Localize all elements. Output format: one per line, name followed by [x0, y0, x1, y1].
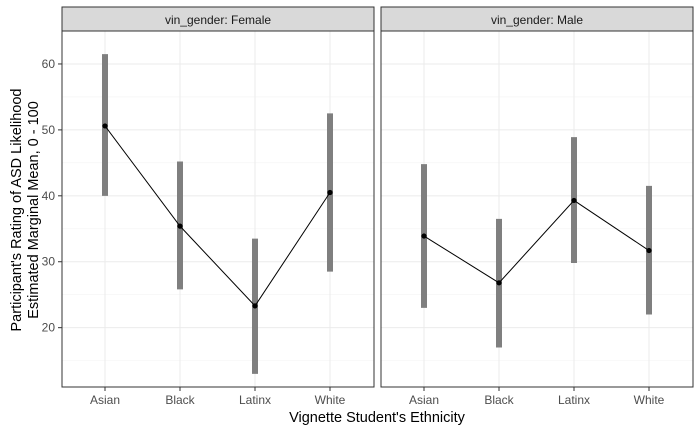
- y-tick-label: 20: [42, 321, 56, 335]
- mean-point-latinx: [252, 303, 258, 309]
- y-tick-label: 40: [42, 189, 56, 203]
- x-tick-label: Latinx: [239, 393, 271, 407]
- x-tick-label: Latinx: [558, 393, 590, 407]
- x-tick-label: White: [634, 393, 665, 407]
- panel-border: [380, 30, 694, 388]
- facet-strip: [61, 6, 375, 32]
- mean-point-asian: [421, 233, 427, 239]
- mean-point-latinx: [571, 197, 577, 204]
- panel-2: vin_gender: Male Asian Black Latinx White: [380, 6, 694, 407]
- y-tick-label: 60: [42, 57, 56, 71]
- mean-line: [104, 125, 331, 307]
- mean-point-white: [646, 247, 652, 254]
- x-tick-label: Black: [484, 393, 514, 407]
- x-tick-label: Asian: [90, 393, 120, 407]
- facet-strip-label: vin_gender: Male: [491, 13, 583, 27]
- mean-point-white: [327, 189, 333, 196]
- y-axis-title-line1: Participant's Rating of ASD Likelihood: [9, 89, 25, 332]
- y-tick-label: 50: [42, 123, 56, 137]
- mean-point-black: [496, 280, 502, 286]
- y-tick-label: 30: [42, 255, 56, 269]
- x-axis-title: Vignette Student's Ethnicity: [289, 410, 466, 426]
- mean-point-asian: [102, 123, 108, 129]
- panel-border: [61, 30, 375, 388]
- panel-1: vin_gender: Female Asian Black Latinx White: [61, 6, 375, 407]
- facet-strip-label: vin_gender: Female: [165, 13, 271, 27]
- mean-line: [423, 199, 650, 284]
- facet-strip: [380, 6, 694, 32]
- mean-point-black: [177, 223, 183, 229]
- y-axis-title-line2: Estimated Marginal Mean, 0 - 100: [26, 101, 42, 319]
- x-tick-label: Black: [165, 393, 195, 407]
- x-tick-label: White: [315, 393, 346, 407]
- x-tick-label: Asian: [409, 393, 439, 407]
